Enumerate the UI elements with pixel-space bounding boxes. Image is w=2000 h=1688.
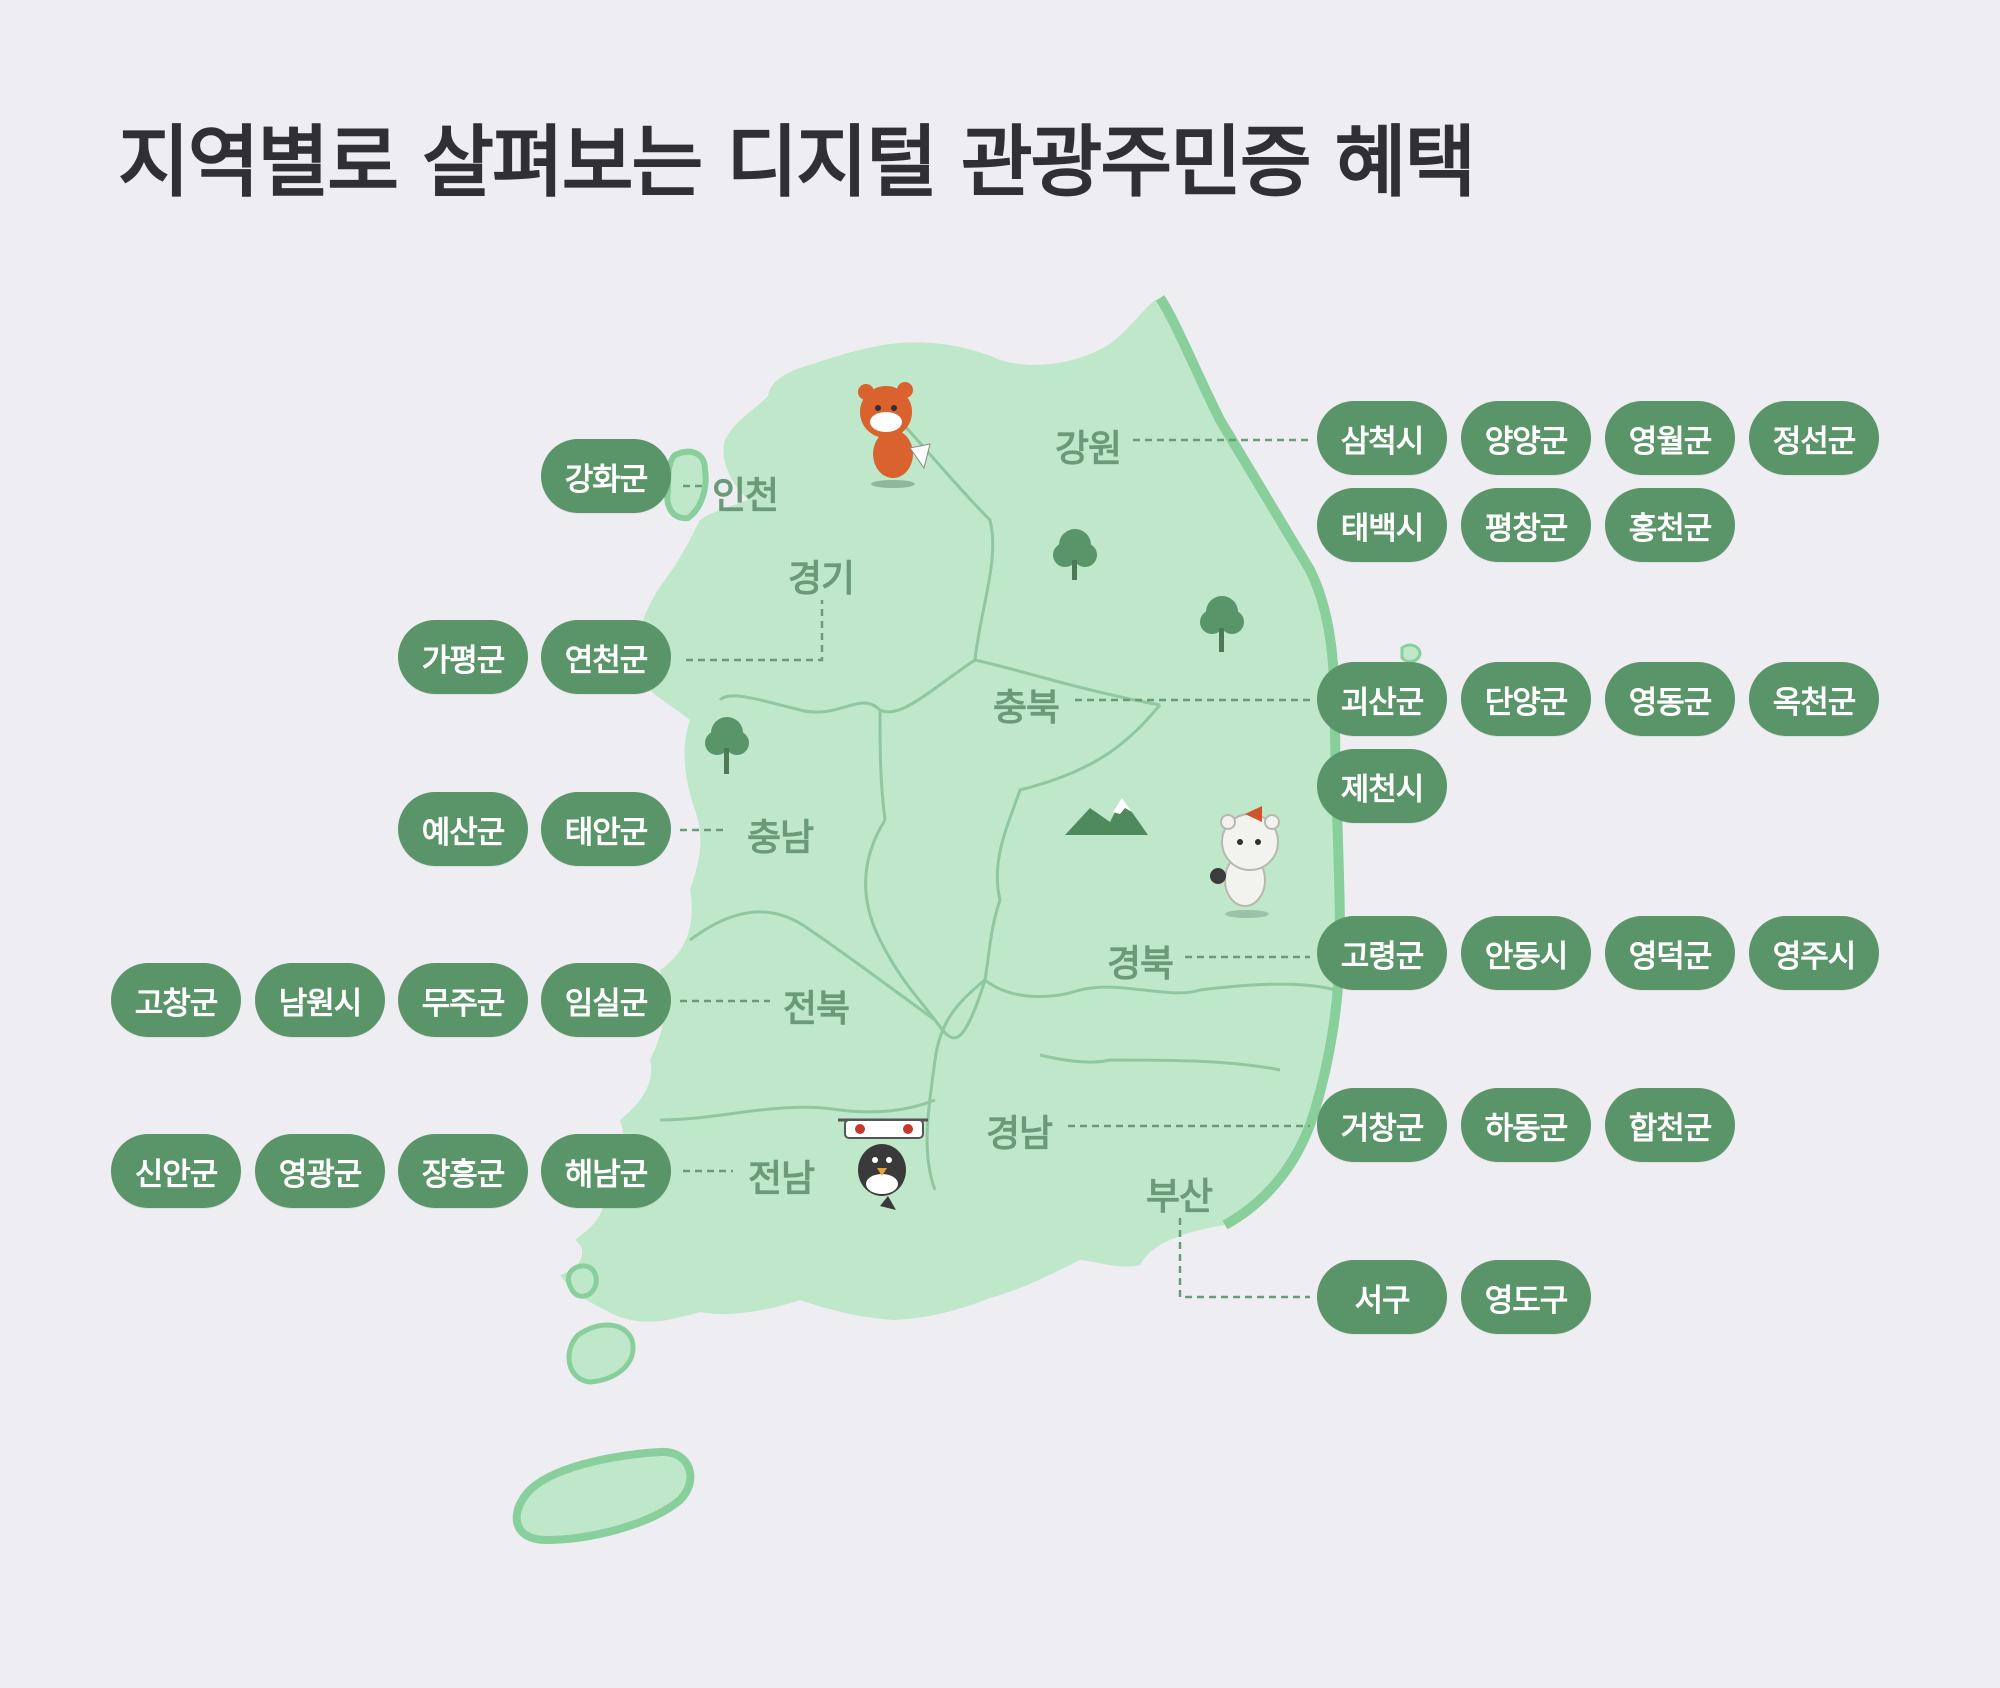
tree-icon (1053, 529, 1097, 580)
tree-icon (705, 717, 749, 774)
tree-icon (1200, 596, 1244, 652)
benefit-pill[interactable]: 단양군 (1461, 662, 1591, 736)
sw-island-1 (566, 1322, 636, 1385)
benefit-pill[interactable]: 임실군 (541, 963, 671, 1037)
benefit-pill[interactable]: 고창군 (111, 963, 241, 1037)
benefit-pill[interactable]: 영월군 (1605, 401, 1735, 475)
benefit-pill[interactable]: 제천시 (1317, 749, 1447, 823)
region-label-gyeonggi: 경기 (788, 557, 855, 600)
region-label-busan: 부산 (1146, 1175, 1213, 1218)
benefit-pill[interactable]: 고령군 (1317, 916, 1447, 990)
benefit-pill[interactable]: 안동시 (1461, 916, 1591, 990)
leader-lines (680, 438, 1310, 1299)
benefit-pill[interactable]: 옥천군 (1749, 662, 1879, 736)
benefit-pill[interactable]: 영덕군 (1605, 916, 1735, 990)
benefit-pill[interactable]: 거창군 (1317, 1088, 1447, 1162)
benefit-pill[interactable]: 가평군 (398, 620, 528, 694)
region-label-jeonnam: 전남 (748, 1157, 815, 1200)
benefit-pill[interactable]: 양양군 (1461, 401, 1591, 475)
benefit-pill[interactable]: 태백시 (1317, 488, 1447, 562)
benefit-pill[interactable]: 해남군 (541, 1134, 671, 1208)
mountain-icon (1065, 798, 1148, 835)
region-label-gyeongbuk: 경북 (1107, 942, 1174, 985)
region-label-jeonbuk: 전북 (783, 987, 850, 1030)
benefit-pill[interactable]: 영주시 (1749, 916, 1879, 990)
benefit-pill[interactable]: 강화군 (541, 439, 671, 513)
benefit-pill[interactable]: 남원시 (255, 963, 385, 1037)
region-label-incheon: 인천 (712, 474, 779, 517)
benefit-pill[interactable]: 삼척시 (1317, 401, 1447, 475)
mainland (560, 298, 1340, 1322)
bird-mascot-icon (838, 1118, 928, 1210)
benefit-pill[interactable]: 하동군 (1461, 1088, 1591, 1162)
region-label-chungnam: 충남 (747, 816, 814, 859)
ulleung-island (1400, 643, 1422, 663)
benefit-pill[interactable]: 홍천군 (1605, 488, 1735, 562)
benefit-pill[interactable]: 신안군 (111, 1134, 241, 1208)
benefit-pill[interactable]: 영광군 (255, 1134, 385, 1208)
province-borders (659, 398, 1336, 1191)
benefit-pill[interactable]: 합천군 (1605, 1088, 1735, 1162)
benefit-pill[interactable]: 무주군 (398, 963, 528, 1037)
benefit-pill[interactable]: 영도구 (1461, 1260, 1591, 1334)
benefit-pill[interactable]: 연천군 (541, 620, 671, 694)
benefit-pill[interactable]: 영동군 (1605, 662, 1735, 736)
benefit-pill[interactable]: 태안군 (541, 792, 671, 866)
benefit-pill[interactable]: 괴산군 (1317, 662, 1447, 736)
region-label-chungbuk: 충북 (993, 686, 1060, 729)
benefit-pill[interactable]: 장흥군 (398, 1134, 528, 1208)
benefit-pill[interactable]: 정선군 (1749, 401, 1879, 475)
jeju-island (512, 1447, 695, 1545)
region-label-gangwon: 강원 (1055, 427, 1122, 470)
tiger-mascot-icon (858, 382, 931, 488)
page-title: 지역별로 살펴보는 디지털 관광주민증 혜택 (118, 118, 1476, 208)
sw-island-2 (565, 1263, 599, 1299)
benefit-pill[interactable]: 평창군 (1461, 488, 1591, 562)
bear-mascot-icon (1210, 806, 1280, 918)
region-label-gyeongnam: 경남 (986, 1112, 1053, 1155)
benefit-pill[interactable]: 예산군 (398, 792, 528, 866)
benefit-pill[interactable]: 서구 (1317, 1260, 1447, 1334)
